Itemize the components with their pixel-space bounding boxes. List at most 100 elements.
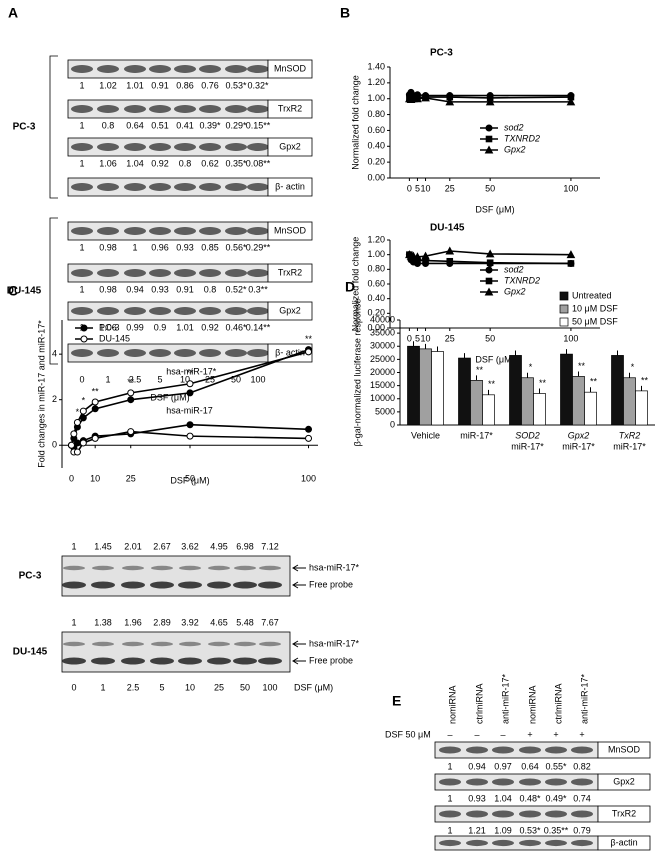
quantification: 0.35* [225, 158, 247, 168]
x-tick-label: 0 [407, 183, 412, 193]
band [439, 778, 461, 786]
band [97, 227, 119, 235]
quantification: 3.62 [181, 541, 199, 551]
band [225, 105, 247, 113]
lane-label: ctrlmiRNA [553, 684, 563, 725]
y-axis-label: Fold changes in miR-17 and miR-17* [36, 320, 46, 468]
marker [127, 389, 135, 397]
y-tick-label: 0.80 [367, 264, 385, 274]
lane-label: 100 [262, 682, 277, 692]
lane-label: 2.5 [127, 682, 140, 692]
band [124, 105, 146, 113]
y-tick-label: 0.40 [367, 141, 385, 151]
band [150, 581, 174, 589]
y-tick-label: 15000 [370, 380, 395, 390]
band [571, 839, 593, 847]
quantification: 0.51 [151, 120, 169, 130]
x-tick-label: 5 [415, 183, 420, 193]
quantification: 0.79 [573, 825, 591, 835]
band [97, 143, 119, 151]
band [92, 565, 114, 571]
band [71, 349, 93, 357]
marker [186, 421, 194, 429]
band [234, 641, 256, 647]
band [91, 581, 115, 589]
quantification: 0.39* [199, 120, 221, 130]
quantification: 0.32* [247, 80, 269, 90]
band [247, 65, 269, 73]
x-tick-label: 10 [421, 333, 431, 343]
x-tick-label: 100 [563, 333, 578, 343]
quantification: 7.12 [261, 541, 279, 551]
band [571, 810, 593, 818]
marker [305, 434, 313, 442]
sign: – [500, 729, 505, 739]
blot-label-box [597, 805, 651, 823]
lane-label: 1 [100, 682, 105, 692]
band [233, 581, 257, 589]
x-tick-label: miR-17* [460, 430, 493, 440]
quantification: 1.04 [126, 158, 144, 168]
quantification: 0.53* [519, 825, 541, 835]
blot-label-box [597, 741, 651, 759]
significance: * [631, 362, 635, 372]
lane-label: 1 [105, 374, 110, 384]
lane-label: 10 [180, 374, 190, 384]
band [149, 227, 171, 235]
bar [419, 348, 432, 426]
y-tick-label: 1.00 [367, 93, 385, 103]
quantification: 1 [132, 242, 137, 252]
band [97, 65, 119, 73]
band [174, 65, 196, 73]
band [233, 657, 257, 665]
band [225, 349, 247, 357]
quantification: 0.92 [151, 158, 169, 168]
legend-label: Gpx2 [504, 144, 526, 154]
quantification: 1 [79, 242, 84, 252]
significance: ** [590, 377, 598, 387]
x-tick-label: 10 [421, 183, 431, 193]
quantification: 0.53* [225, 80, 247, 90]
quantification: 0.91 [176, 284, 194, 294]
quantification: 1.01 [126, 80, 144, 90]
protein-label: MnSOD [608, 744, 641, 754]
x-tick-label: miR-17* [613, 441, 646, 451]
quantification: 0.48* [519, 793, 541, 803]
chart-title: PC-3 [430, 48, 453, 59]
legend-label: Untreated [572, 290, 612, 300]
band [199, 143, 221, 151]
x-tick-label: SOD2 [515, 430, 540, 440]
band [439, 746, 461, 754]
band [122, 565, 144, 571]
band [225, 227, 247, 235]
marker [91, 405, 99, 413]
marker [80, 324, 88, 332]
band [199, 269, 221, 277]
y-tick-label: 35000 [370, 328, 395, 338]
band [174, 307, 196, 315]
y-tick-label: 0.60 [367, 125, 385, 135]
band [466, 778, 488, 786]
legend-label: TXNRD2 [504, 133, 540, 143]
blot-label-box [267, 59, 313, 79]
band [174, 183, 196, 191]
band [199, 183, 221, 191]
marker [79, 439, 87, 447]
marker [485, 97, 495, 106]
band [199, 227, 221, 235]
quantification: 1.06 [99, 322, 117, 332]
marker [484, 145, 494, 154]
marker [91, 398, 99, 406]
quantification: 0.91 [151, 80, 169, 90]
band [150, 657, 174, 665]
x-tick-label: TxR2 [619, 430, 641, 440]
band [439, 839, 461, 847]
protein-label: TrxR2 [612, 808, 636, 818]
significance: * [76, 407, 80, 417]
y-tick-label: 10000 [370, 393, 395, 403]
x-axis-label: DSF (μM) [150, 392, 189, 402]
band [149, 183, 171, 191]
bar [560, 353, 573, 426]
significance: ** [488, 379, 496, 389]
